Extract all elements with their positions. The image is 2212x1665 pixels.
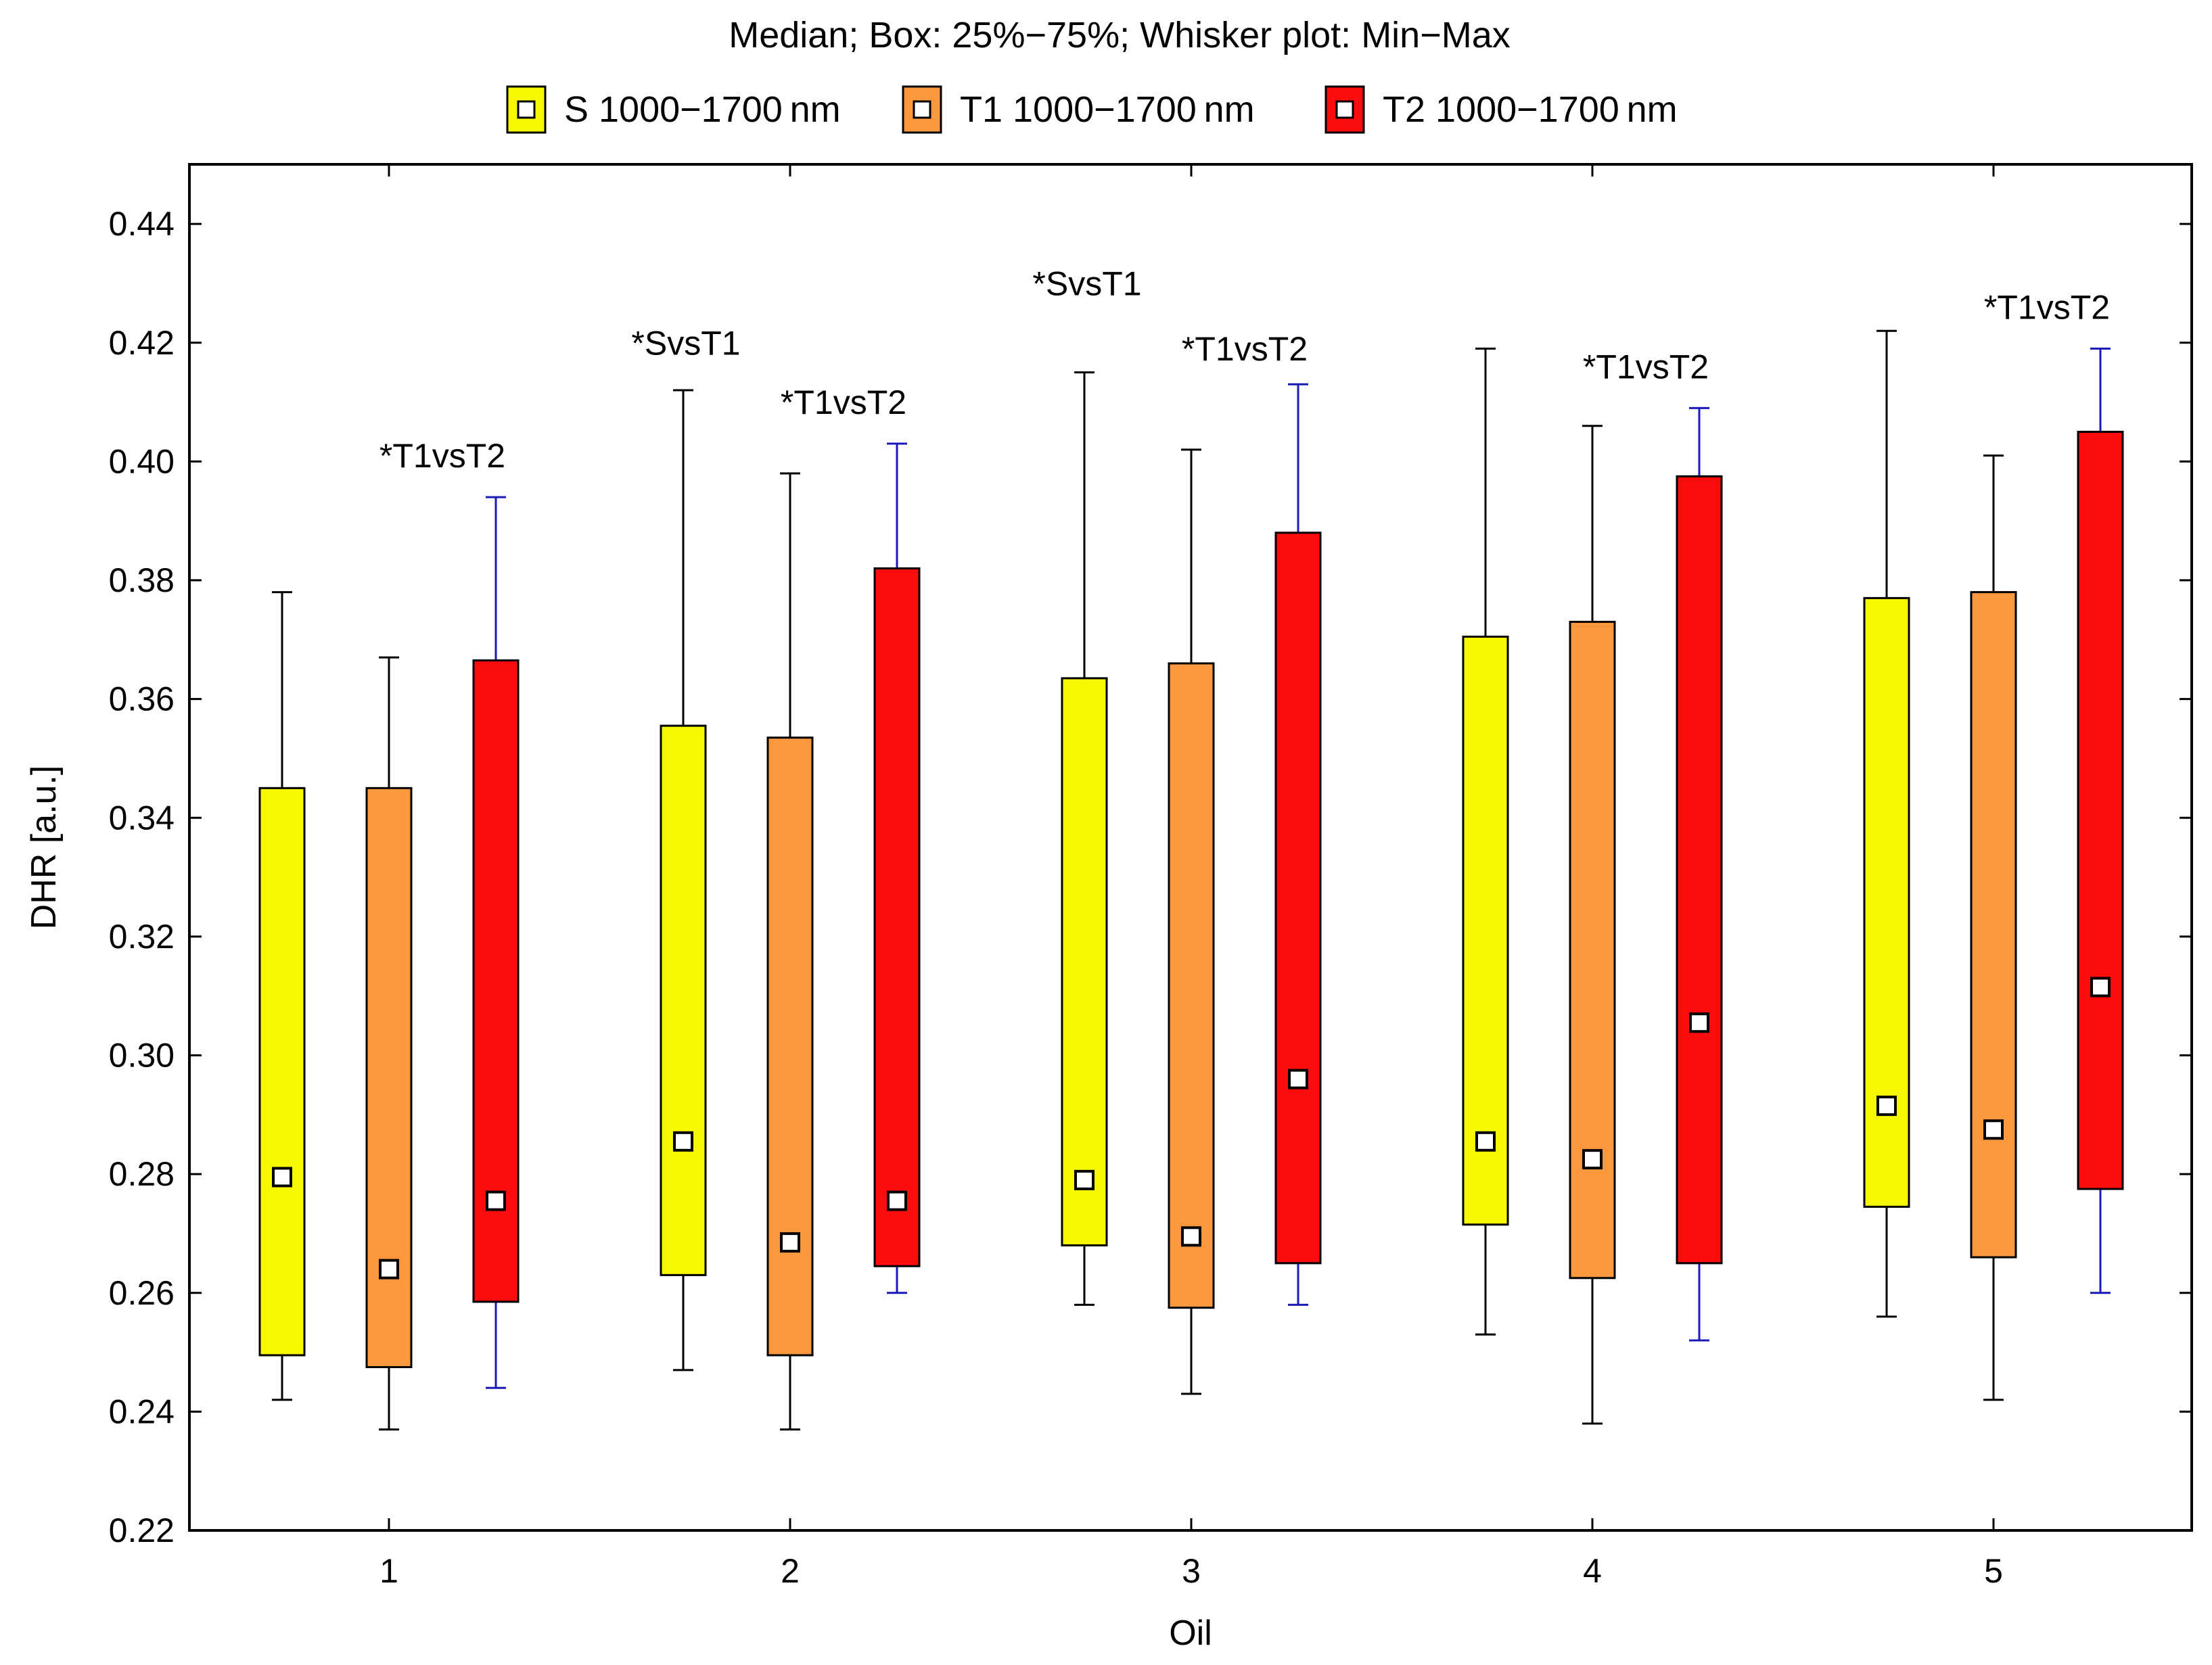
- box-iqr: [1569, 620, 1616, 1280]
- box-iqr: [1274, 532, 1322, 1265]
- median-marker: [379, 1259, 399, 1280]
- significance-annotation: *SvsT1: [1032, 265, 1141, 303]
- significance-annotation: *T1vsT2: [781, 383, 906, 421]
- x-tick-label: 5: [1984, 1552, 2003, 1590]
- box-iqr: [1970, 591, 2017, 1259]
- median-marker: [1983, 1119, 2004, 1140]
- legend-label: T1 1000−1700 nm: [960, 89, 1255, 130]
- y-tick-label: 0.38: [109, 561, 175, 599]
- legend-label: T2 1000−1700 nm: [1383, 89, 1678, 130]
- box-t1-oil-5: [1970, 454, 2017, 1401]
- x-tick-label: 4: [1583, 1552, 1602, 1590]
- box-s-oil-2: [660, 389, 707, 1371]
- y-axis-title: DHR [a.u.]: [24, 766, 64, 930]
- y-tick-label: 0.28: [109, 1155, 175, 1193]
- median-marker: [1876, 1096, 1897, 1117]
- legend-label: S 1000−1700 nm: [564, 89, 841, 130]
- significance-annotation: *T1vsT2: [1182, 330, 1308, 368]
- box-t2-oil-3: [1274, 383, 1322, 1306]
- median-marker: [1074, 1169, 1095, 1190]
- y-tick-label: 0.26: [109, 1274, 175, 1312]
- legend-median-marker: [517, 100, 536, 119]
- y-tick-label: 0.34: [109, 799, 175, 837]
- median-marker: [1689, 1012, 1709, 1033]
- y-tick-label: 0.40: [109, 442, 175, 480]
- box-iqr: [1863, 596, 1910, 1208]
- significance-annotation: *T1vsT2: [1583, 348, 1709, 385]
- box-t1-oil-2: [766, 472, 814, 1431]
- y-tick-label: 0.44: [109, 205, 175, 243]
- box-iqr: [1168, 662, 1215, 1309]
- x-tick-label: 1: [379, 1552, 398, 1590]
- x-axis-title: Oil: [1169, 1614, 1212, 1653]
- box-iqr: [1676, 475, 1723, 1265]
- median-marker: [1181, 1226, 1201, 1247]
- legend-item: T1 1000−1700 nm: [902, 85, 1255, 134]
- y-tick-label: 0.42: [109, 324, 175, 362]
- box-iqr: [1462, 635, 1509, 1226]
- box-iqr: [873, 567, 921, 1267]
- box-iqr: [365, 787, 413, 1369]
- legend-item: T2 1000−1700 nm: [1324, 85, 1678, 134]
- median-marker: [1582, 1149, 1603, 1170]
- legend-median-marker: [913, 100, 931, 119]
- median-marker: [272, 1167, 292, 1188]
- median-marker: [673, 1131, 693, 1152]
- median-marker: [1475, 1131, 1496, 1152]
- box-iqr: [2077, 430, 2124, 1190]
- box-t1-oil-1: [365, 656, 413, 1431]
- median-marker: [780, 1232, 800, 1253]
- y-tick-label: 0.36: [109, 680, 175, 718]
- box-iqr: [258, 787, 306, 1357]
- y-tick-label: 0.24: [109, 1392, 175, 1430]
- box-iqr: [766, 736, 814, 1357]
- box-s-oil-4: [1462, 348, 1509, 1336]
- legend-median-marker: [1335, 100, 1354, 119]
- x-tick-label: 3: [1182, 1552, 1201, 1590]
- legend-swatch: [506, 85, 547, 134]
- box-iqr: [1061, 677, 1108, 1246]
- median-marker: [486, 1190, 506, 1211]
- box-t2-oil-4: [1676, 406, 1723, 1342]
- box-s-oil-3: [1061, 371, 1108, 1306]
- chart-title: Median; Box: 25%−75%; Whisker plot: Min−…: [729, 15, 1511, 55]
- significance-annotation: *T1vsT2: [379, 437, 505, 475]
- box-iqr: [660, 724, 707, 1276]
- box-t1-oil-3: [1168, 448, 1215, 1395]
- median-marker: [1288, 1069, 1308, 1089]
- box-s-oil-1: [258, 591, 306, 1401]
- box-t2-oil-5: [2077, 348, 2124, 1294]
- y-tick-label: 0.32: [109, 918, 175, 956]
- significance-annotation: *SvsT1: [631, 324, 740, 362]
- significance-annotation: *T1vsT2: [1984, 289, 2110, 327]
- legend-item: S 1000−1700 nm: [506, 85, 841, 134]
- median-marker: [887, 1190, 907, 1211]
- box-t2-oil-2: [873, 442, 921, 1294]
- median-marker: [2090, 977, 2111, 998]
- box-s-oil-5: [1863, 329, 1910, 1318]
- y-tick-label: 0.22: [109, 1511, 175, 1549]
- x-tick-label: 2: [781, 1552, 800, 1590]
- box-t2-oil-1: [472, 496, 520, 1389]
- box-t1-oil-4: [1569, 425, 1616, 1425]
- y-tick-label: 0.30: [109, 1037, 175, 1075]
